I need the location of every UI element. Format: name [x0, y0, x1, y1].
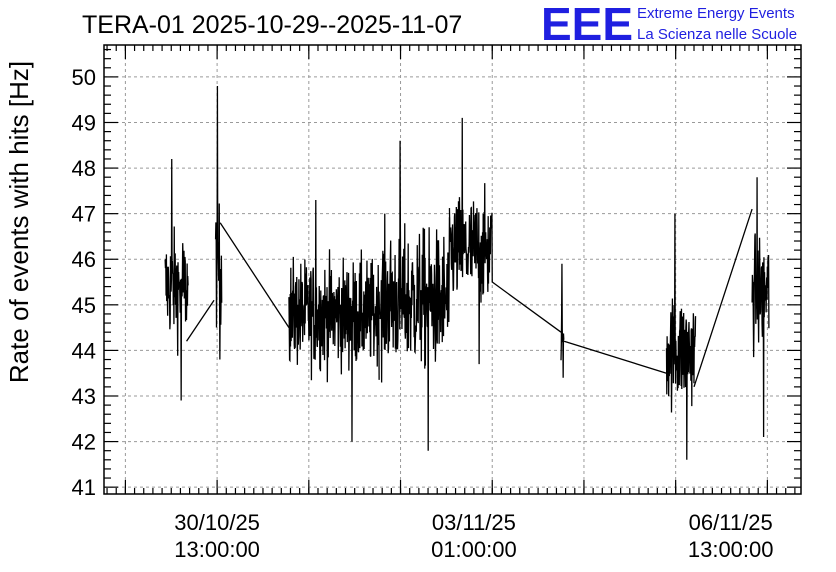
- data-segment: [288, 199, 380, 442]
- plot-frame: [103, 44, 802, 495]
- y-axis-label: Rate of events with hits [Hz]: [4, 61, 34, 383]
- x-tick-label-date: 03/11/25: [432, 510, 516, 535]
- data-segment: [448, 117, 493, 365]
- axis-ticks: [104, 45, 801, 494]
- x-tick-label-time: 13:00:00: [688, 537, 774, 562]
- x-tick-label-date: 30/10/25: [174, 510, 260, 535]
- data-segment: [560, 263, 565, 378]
- y-tick-label: 48: [72, 156, 96, 181]
- y-tick-label: 41: [72, 475, 96, 500]
- y-tick-label: 46: [72, 247, 96, 272]
- y-tick-label: 49: [72, 110, 96, 135]
- gap-connector: [185, 299, 215, 342]
- y-tick-label: 44: [72, 338, 96, 363]
- x-tick-label-time: 01:00:00: [431, 537, 517, 562]
- logo-line-2: La Scienza nelle Scuole: [637, 26, 797, 43]
- y-tick-label: 45: [72, 293, 96, 318]
- gap-connector: [219, 222, 290, 328]
- data-segment: [214, 86, 223, 360]
- data-segment: [378, 140, 451, 451]
- data-segment: [751, 177, 770, 438]
- x-tick-label-date: 06/11/25: [689, 510, 773, 535]
- chart-title: TERA-01 2025-10-29--2025-11-07: [82, 11, 462, 39]
- y-tick-label: 43: [72, 384, 96, 409]
- gap-connector: [563, 340, 667, 374]
- logo-mark: EEE: [541, 0, 633, 50]
- data-segment: [164, 158, 189, 401]
- y-tick-label: 47: [72, 202, 96, 227]
- gap-connector: [693, 208, 753, 388]
- logo: EEE Extreme Energy Events La Scienza nel…: [541, 0, 797, 50]
- x-tick-label-time: 13:00:00: [174, 537, 260, 562]
- tick-labels: 4142434445464748495030/10/2513:00:0003/1…: [72, 65, 774, 562]
- gap-connector: [491, 281, 562, 333]
- y-tick-label: 42: [72, 430, 96, 455]
- data-segment: [665, 213, 697, 460]
- rate-series: [164, 86, 770, 460]
- y-tick-label: 50: [72, 65, 96, 90]
- logo-line-1: Extreme Energy Events: [637, 5, 795, 22]
